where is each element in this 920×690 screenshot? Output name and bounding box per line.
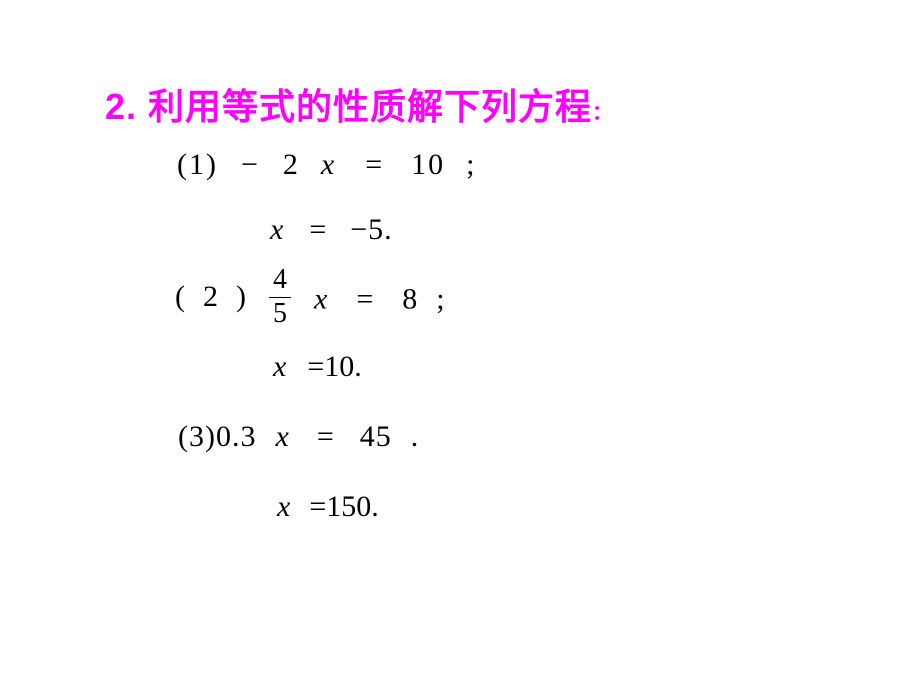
eq2-eq: = [356,282,373,315]
ans3-var: x [277,490,290,523]
title-colon: ： [592,102,613,124]
eq3-label: (3) [178,420,216,453]
eq1-var: x [321,148,336,181]
answer-1: x = −5. [270,213,393,247]
equation-2: ( 2 ) 4 5 x = 8 ; [175,267,445,332]
slide: 2. 利用等式的性质解下列方程： (1) − 2 x = 10 ; x = −5… [0,0,920,690]
eq3-var: x [275,420,289,453]
ans1-neg: − [350,213,368,246]
eq1-rhs: 10 [411,148,445,181]
title-text: 利用等式的性质解下列方程 [148,86,592,127]
eq2-fraction: 4 5 [269,265,291,330]
ans1-end: . [384,213,393,246]
ans3-end: . [371,490,375,523]
eq2-label-open: ( [175,280,185,313]
ans2-end: . [354,350,362,383]
equation-1: (1) − 2 x = 10 ; [177,148,477,182]
eq2-var: x [314,282,327,315]
eq2-frac-num: 4 [269,265,291,296]
answer-3: x =150. [277,490,375,524]
title-number: 2. [105,86,137,127]
ans2-val: 10 [324,350,354,383]
ans3-val: 150 [326,490,371,523]
eq3-end: . [411,420,420,453]
eq3-rhs: 45 [360,420,392,453]
eq2-label-close: ) [236,280,246,313]
eq1-end: ; [466,148,476,181]
eq2-rhs: 8 [402,282,417,315]
eq3-coef: 0.3 [216,420,257,453]
eq2-end: ; [436,282,444,315]
eq1-coef: 2 [283,148,300,181]
eq3-eq: = [317,420,335,453]
ans1-val: 5 [368,213,384,246]
ans1-var: x [270,213,284,246]
page-title: 2. 利用等式的性质解下列方程： [105,78,613,130]
ans3-eq: = [309,490,326,523]
equation-3: (3)0.3 x = 45 . [178,420,419,454]
eq1-label: (1) [177,148,218,181]
eq2-frac-den: 5 [269,299,291,330]
ans2-eq: = [307,350,324,383]
eq2-label-num: 2 [203,280,218,313]
answer-2: x =10. [273,350,362,384]
eq1-neg: − [241,148,260,181]
ans2-var: x [273,350,286,383]
ans1-eq: = [309,213,327,246]
eq1-eq: = [365,148,384,181]
